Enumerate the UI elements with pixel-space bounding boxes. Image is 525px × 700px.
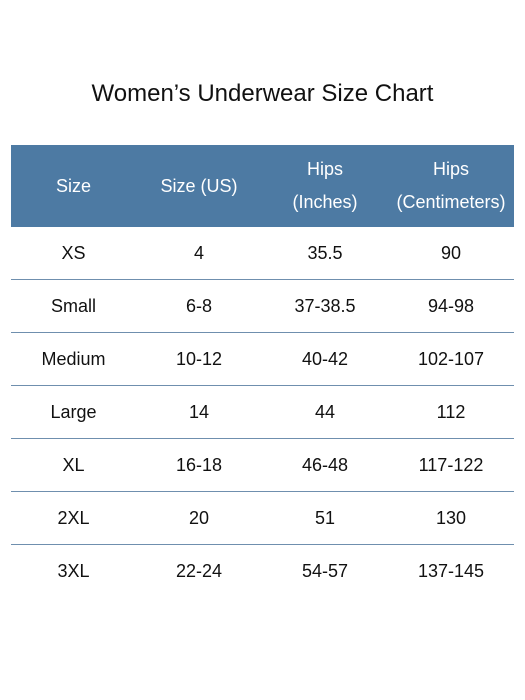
cell-hips-cm: 117-122 (418, 454, 484, 475)
cell-hips-cm: 137-145 (417, 560, 485, 581)
cell-hips-cm: 112 (436, 401, 466, 422)
table-row: XS 4 35.5 90 (11, 227, 514, 280)
cell-size: 3XL (57, 560, 90, 581)
cell-size-us: 14 (188, 401, 210, 422)
header-hips-inches-line2: (Inches) (292, 192, 358, 212)
cell-size: XL (62, 454, 85, 475)
table-row: Small 6-8 37-38.5 94-98 (11, 280, 514, 333)
header-hips-cm-line1: Hips (432, 159, 469, 179)
cell-size-us: 16-18 (175, 454, 223, 475)
cell-size: XS (61, 242, 86, 263)
table-header: Size Size (US) Hips (Inches) Hips (Centi… (11, 145, 514, 227)
cell-size-us: 10-12 (175, 348, 223, 369)
size-chart-table: Size Size (US) Hips (Inches) Hips (Centi… (11, 145, 514, 597)
cell-hips-inches: 35.5 (307, 242, 343, 263)
cell-hips-inches: 40-42 (301, 348, 349, 369)
header-hips-inches-line1: Hips (306, 159, 343, 179)
table-row: 2XL 20 51 130 (11, 492, 514, 545)
cell-size-us: 20 (188, 507, 210, 528)
header-size-us: Size (US) (136, 145, 262, 227)
table-row: Medium 10-12 40-42 102-107 (11, 333, 514, 386)
header-hips-cm-line2: (Centimeters) (396, 192, 506, 212)
header-size-us-label: Size (US) (160, 175, 238, 196)
cell-size-us: 22-24 (175, 560, 223, 581)
cell-hips-cm: 130 (435, 507, 467, 528)
cell-size: 2XL (57, 507, 90, 528)
table-row: 3XL 22-24 54-57 137-145 (11, 545, 514, 597)
table-row: XL 16-18 46-48 117-122 (11, 439, 514, 492)
chart-title: Women’s Underwear Size Chart (91, 80, 434, 107)
cell-size: Medium (41, 348, 106, 369)
cell-hips-inches: 54-57 (301, 560, 349, 581)
cell-hips-inches: 51 (314, 507, 336, 528)
cell-hips-inches: 46-48 (301, 454, 349, 475)
table-body: XS 4 35.5 90 Small 6-8 37-38.5 94-98 Med… (11, 227, 514, 597)
header-size-label: Size (55, 175, 91, 196)
cell-hips-inches: 44 (314, 401, 336, 422)
cell-size-us: 4 (193, 242, 204, 263)
cell-hips-cm: 102-107 (417, 348, 485, 369)
cell-hips-inches: 37-38.5 (294, 295, 356, 316)
header-hips-centimeters: Hips (Centimeters) (388, 145, 514, 227)
cell-size: Large (50, 401, 97, 422)
cell-size-us: 6-8 (185, 295, 212, 316)
header-size: Size (11, 145, 136, 227)
cell-hips-cm: 94-98 (427, 295, 475, 316)
table-row: Large 14 44 112 (11, 386, 514, 439)
header-hips-inches: Hips (Inches) (262, 145, 388, 227)
cell-hips-cm: 90 (440, 242, 462, 263)
cell-size: Small (50, 295, 96, 316)
